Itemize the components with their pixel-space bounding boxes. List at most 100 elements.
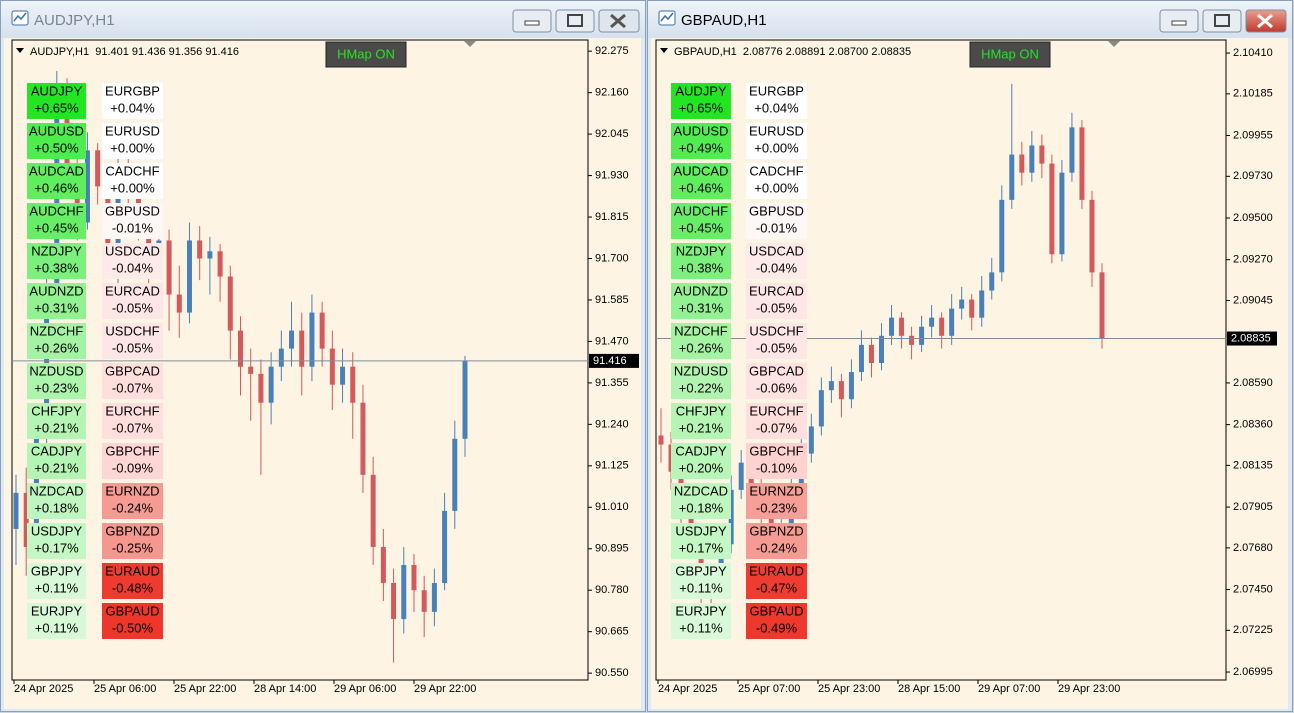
- heatmap-tile[interactable]: [746, 603, 807, 639]
- tile-symbol: EURJPY: [675, 603, 727, 618]
- hmap-button[interactable]: [969, 41, 1051, 68]
- time-label: 28 Apr 15:00: [898, 683, 960, 695]
- heatmap-tile[interactable]: [27, 523, 86, 559]
- tile-symbol: AUDNZD: [674, 283, 728, 298]
- heatmap-tile[interactable]: [27, 283, 86, 319]
- hmap-button-label[interactable]: HMap ON: [337, 46, 395, 61]
- candle-body: [989, 272, 995, 291]
- heatmap-tile[interactable]: [671, 123, 731, 159]
- candle-body: [217, 251, 223, 277]
- tile-change: +0.38%: [679, 260, 724, 275]
- heatmap-tile[interactable]: [27, 243, 86, 279]
- heatmap-tile[interactable]: [102, 563, 163, 599]
- heatmap-tile[interactable]: [671, 283, 731, 319]
- heatmap-tile[interactable]: [671, 563, 731, 599]
- tile-symbol: USDCHF: [105, 323, 159, 338]
- heatmap-tile[interactable]: [746, 243, 807, 279]
- maximize-button[interactable]: [1202, 9, 1242, 33]
- tile-symbol: NZDJPY: [31, 243, 82, 258]
- tile-symbol: GBPCHF: [749, 443, 803, 458]
- heatmap-tile[interactable]: [102, 163, 163, 199]
- hmap-button[interactable]: [325, 41, 407, 68]
- maximize-button[interactable]: [555, 9, 595, 33]
- heatmap-tile[interactable]: [102, 323, 163, 359]
- heatmap-tile[interactable]: [102, 603, 163, 639]
- heatmap-tile[interactable]: [746, 323, 807, 359]
- tile-symbol: EURCHF: [749, 403, 803, 418]
- heatmap-tile[interactable]: [671, 83, 731, 119]
- heatmap-tile[interactable]: [671, 163, 731, 199]
- heatmap-tile[interactable]: [102, 443, 163, 479]
- heatmap-tile[interactable]: [27, 163, 86, 199]
- price-tick-label: 2.10410: [1233, 47, 1273, 59]
- menu-triangle[interactable]: [16, 48, 24, 53]
- tile-change: +0.26%: [679, 340, 724, 355]
- heatmap-tile[interactable]: [746, 163, 807, 199]
- heatmap-tile[interactable]: [671, 443, 731, 479]
- heatmap-tile[interactable]: [746, 443, 807, 479]
- tile-change: +0.00%: [110, 140, 155, 155]
- tile-symbol: EURAUD: [749, 563, 804, 578]
- heatmap-tile[interactable]: [102, 203, 163, 239]
- heatmap-tile[interactable]: [27, 603, 86, 639]
- heatmap-tile[interactable]: [671, 243, 731, 279]
- tile-change: +0.18%: [34, 500, 79, 515]
- tile-symbol: EURUSD: [105, 123, 160, 138]
- menu-triangle[interactable]: [660, 48, 668, 53]
- hmap-button-label[interactable]: HMap ON: [981, 46, 1039, 61]
- heatmap-tile[interactable]: [27, 123, 86, 159]
- candle-body: [166, 240, 172, 295]
- heatmap-tile[interactable]: [746, 563, 807, 599]
- heatmap-tile[interactable]: [102, 363, 163, 399]
- heatmap-tile[interactable]: [102, 403, 163, 439]
- heatmap-tile[interactable]: [746, 363, 807, 399]
- heatmap-tile[interactable]: [27, 203, 86, 239]
- heatmap-tile[interactable]: [671, 523, 731, 559]
- heatmap-tile[interactable]: [27, 443, 86, 479]
- heatmap-tile[interactable]: [671, 603, 731, 639]
- heatmap-tile[interactable]: [746, 403, 807, 439]
- candle-body: [135, 179, 141, 223]
- tile-change: -0.01%: [756, 220, 798, 235]
- tile-symbol: EURJPY: [31, 603, 83, 618]
- heatmap-tile[interactable]: [671, 403, 731, 439]
- candle-body: [828, 381, 834, 391]
- heatmap-tile[interactable]: [102, 483, 163, 519]
- candle-body: [1029, 145, 1035, 173]
- heatmap-tile[interactable]: [746, 523, 807, 559]
- heatmap-tile[interactable]: [746, 83, 807, 119]
- candle-body: [401, 564, 407, 620]
- heatmap-tile[interactable]: [27, 83, 86, 119]
- heatmap-tile[interactable]: [671, 483, 731, 519]
- price-tick-label: 92.045: [595, 128, 629, 140]
- tile-change: +0.23%: [34, 380, 79, 395]
- heatmap-tile[interactable]: [27, 323, 86, 359]
- heatmap-tile[interactable]: [27, 363, 86, 399]
- price-tick-label: 2.10185: [1233, 88, 1273, 100]
- current-price-box: [589, 353, 639, 368]
- heatmap-tile[interactable]: [102, 123, 163, 159]
- price-tick-label: 91.815: [595, 211, 629, 223]
- heatmap-tile[interactable]: [746, 123, 807, 159]
- heatmap-tile[interactable]: [671, 203, 731, 239]
- heatmap-tile[interactable]: [746, 283, 807, 319]
- shift-marker: [1108, 41, 1120, 47]
- heatmap-tile[interactable]: [27, 563, 86, 599]
- heatmap-tile[interactable]: [671, 323, 731, 359]
- heatmap-tile[interactable]: [27, 483, 86, 519]
- heatmap-tile[interactable]: [102, 243, 163, 279]
- tile-symbol: AUDCAD: [29, 163, 84, 178]
- heatmap-tile[interactable]: [746, 483, 807, 519]
- heatmap-tile[interactable]: [102, 523, 163, 559]
- tile-symbol: GBPCAD: [749, 363, 804, 378]
- heatmap-tile[interactable]: [671, 363, 731, 399]
- tile-change: +0.17%: [34, 540, 79, 555]
- tile-change: +0.04%: [754, 100, 799, 115]
- heatmap-tile[interactable]: [27, 403, 86, 439]
- tile-change: -0.09%: [112, 460, 154, 475]
- price-tick-label: 2.09045: [1233, 294, 1273, 306]
- tile-symbol: GBPCAD: [105, 363, 160, 378]
- heatmap-tile[interactable]: [102, 83, 163, 119]
- heatmap-tile[interactable]: [746, 203, 807, 239]
- heatmap-tile[interactable]: [102, 283, 163, 319]
